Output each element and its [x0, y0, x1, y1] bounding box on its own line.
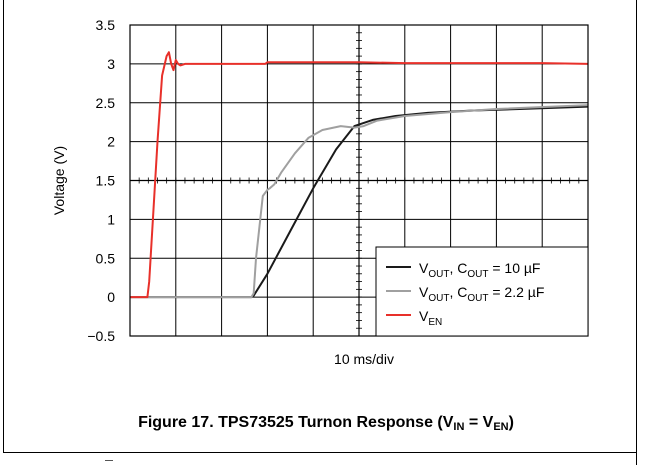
caption-ven-subscript: EN	[493, 421, 509, 433]
series-line-ven	[130, 51, 589, 299]
y-tick-label: 1.5	[96, 173, 116, 189]
y-tick-label: 3	[107, 56, 115, 72]
y-axis-label: Voltage (V)	[51, 146, 67, 215]
plot-border	[129, 24, 589, 337]
y-tick-label: 0.5	[96, 250, 116, 266]
y-tick-label: −0.5	[87, 328, 115, 344]
y-tick-label: 1	[107, 211, 115, 227]
y-tick-labels: 3.5 3 2.5 2 1.5 1 0.5 0 −0.5	[87, 17, 115, 344]
center-axis-ticks	[129, 24, 589, 337]
legend-label-vout10: VOUT, COUT = 10 µF	[419, 260, 541, 280]
page-border-bottom	[3, 452, 637, 453]
caption-equals: = V	[464, 414, 494, 431]
y-tick-label: 3.5	[96, 17, 116, 33]
legend-label-vout22: VOUT, COUT = 2.2 µF	[419, 284, 544, 304]
caption-close: )	[508, 414, 514, 431]
y-tick-label: 2.5	[96, 95, 116, 111]
y-tick-label: 0	[107, 289, 115, 305]
figure-caption: Figure 17. TPS73525 Turnon Response (VIN…	[0, 414, 652, 433]
page-number-fragment	[105, 460, 113, 461]
caption-vin-subscript: IN	[453, 421, 465, 433]
legend-label-ven: VEN	[419, 308, 442, 328]
legend: VOUT, COUT = 10 µF VOUT, COUT = 2.2 µF VEN	[375, 246, 589, 337]
series-line-vout22	[130, 104, 589, 299]
y-tick-label: 2	[107, 134, 115, 150]
page-border-left	[3, 0, 4, 452]
page-border-right	[636, 0, 637, 465]
x-axis-label: 10 ms/div	[334, 351, 394, 367]
legend-box	[375, 246, 589, 337]
caption-text: Figure 17. TPS73525 Turnon Response (V	[138, 414, 454, 431]
series-lines	[130, 51, 589, 299]
